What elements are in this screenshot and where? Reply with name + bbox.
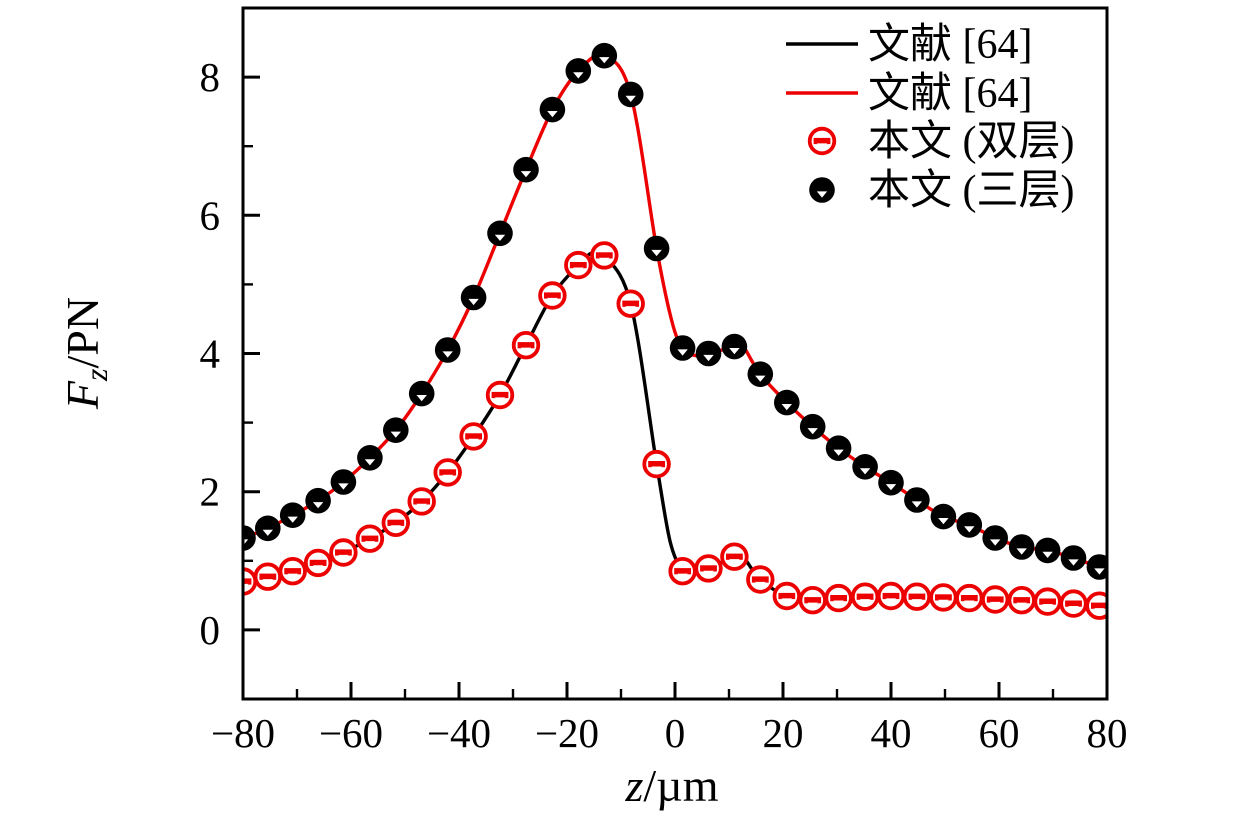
data-point-marker-series-1: [747, 361, 774, 387]
x-axis-label: z/µm: [625, 760, 719, 811]
legend-item-double-layer-label: 本文 (双层): [868, 118, 1074, 165]
x-tick-label: −20: [535, 710, 599, 756]
data-point-marker-series-0: [746, 565, 775, 594]
x-tick-label: 0: [665, 710, 686, 756]
x-tick-label: 20: [763, 710, 804, 756]
data-point-marker-series-0: [564, 250, 593, 280]
data-point-marker-series-1: [279, 502, 306, 528]
tick-group: −80 −60 −40 −20 0 20 40 60 80 0 2 4 6 8: [200, 54, 1128, 756]
data-point-marker-series-1: [825, 435, 852, 461]
legend-swatch-marker-red: [807, 126, 837, 156]
data-point-marker-series-1: [591, 42, 618, 69]
data-point-marker-series-0: [1059, 589, 1088, 618]
data-point-marker-series-0: [720, 542, 749, 571]
x-tick-label: 40: [871, 710, 912, 756]
data-point-marker-series-0: [329, 538, 358, 567]
y-tick-label: 0: [200, 607, 221, 653]
data-point-marker-series-0: [1007, 586, 1036, 615]
data-point-marker-series-1: [305, 487, 331, 514]
legend: 文献 [64] 文献 [64] 本文 (双层) 本文 (三层): [786, 21, 1074, 214]
y-axis-label-sub: z: [78, 368, 114, 382]
data-point-marker-series-1: [904, 487, 930, 513]
data-point-marker-series-1: [643, 235, 670, 262]
x-tick-label: −80: [211, 710, 275, 756]
series-group: [243, 42, 1107, 620]
data-point-marker-series-1: [408, 380, 435, 407]
data-point-marker-series-1: [956, 512, 983, 538]
data-point-marker-series-0: [355, 524, 385, 553]
data-point-marker-series-0: [590, 241, 619, 270]
x-tick-label: −60: [319, 710, 383, 756]
data-point-marker-series-1: [487, 220, 513, 247]
data-point-marker-series-1: [565, 58, 592, 84]
legend-swatch-marker-black: [809, 177, 835, 203]
y-axis-label-rest: /PN: [57, 297, 108, 369]
data-point-marker-series-0: [253, 562, 282, 591]
data-point-marker-series-0: [902, 582, 932, 611]
data-point-marker-series-1: [513, 156, 539, 183]
data-point-marker-series-1: [434, 337, 461, 363]
data-point-marker-series-1: [930, 503, 957, 530]
x-axis-label-rest: /µm: [643, 760, 718, 811]
data-point-marker-series-0: [511, 331, 541, 360]
data-point-marker-series-1: [617, 81, 644, 108]
data-point-marker-series-1: [254, 515, 281, 542]
plot-frame: [241, 6, 1109, 701]
data-point-marker-series-0: [824, 583, 853, 613]
data-point-marker-series-1: [878, 469, 904, 496]
curve-line-series-0: [243, 248, 1107, 609]
data-point-marker-series-1: [774, 389, 800, 416]
data-point-marker-series-0: [381, 508, 410, 537]
data-point-marker-series-0: [407, 487, 436, 516]
y-tick-label: 6: [200, 192, 221, 238]
legend-item-triple-layer-label: 本文 (三层): [868, 167, 1074, 214]
data-point-marker-series-1: [1060, 545, 1087, 571]
data-point-marker-series-0: [433, 458, 462, 487]
data-point-marker-series-0: [850, 582, 880, 611]
y-tick-label: 2: [200, 469, 221, 515]
data-point-marker-series-1: [460, 284, 487, 311]
y-axis-label: Fz/PN: [57, 297, 114, 410]
data-point-marker-series-1: [982, 525, 1008, 551]
data-point-marker-series-1: [1034, 537, 1061, 564]
data-point-marker-series-0: [798, 586, 827, 615]
data-point-marker-series-0: [694, 554, 723, 583]
legend-item-ref-red-label: 文献 [64]: [868, 70, 1032, 117]
data-point-marker-series-1: [721, 333, 748, 360]
x-tick-label: 60: [979, 710, 1020, 756]
data-point-marker-series-1: [383, 417, 409, 443]
legend-item-ref-black-label: 文献 [64]: [868, 21, 1032, 68]
data-point-marker-series-0: [876, 581, 906, 611]
data-point-marker-series-0: [278, 557, 307, 586]
data-point-marker-series-1: [799, 413, 826, 440]
legend-swatches: [786, 42, 858, 203]
data-point-marker-series-0: [955, 583, 984, 613]
x-tick-label: −40: [427, 710, 491, 756]
y-tick-label: 4: [200, 331, 221, 377]
data-point-marker-series-1: [330, 469, 357, 495]
data-point-marker-series-1: [1008, 534, 1035, 560]
data-point-marker-series-1: [669, 335, 696, 361]
data-point-marker-series-0: [616, 289, 645, 318]
data-point-marker-series-1: [695, 340, 722, 367]
data-point-marker-series-0: [981, 585, 1010, 614]
data-point-marker-series-1: [539, 96, 566, 123]
data-point-marker-series-0: [538, 281, 567, 310]
y-tick-label: 8: [200, 54, 221, 100]
data-point-marker-series-1: [357, 445, 383, 471]
x-axis-label-main: z: [625, 760, 644, 811]
data-point-marker-series-0: [303, 548, 333, 578]
data-point-marker-series-0: [485, 380, 515, 410]
y-axis-label-main: F: [57, 380, 108, 410]
data-point-marker-series-0: [929, 583, 958, 612]
x-tick-label: 80: [1087, 710, 1128, 756]
data-point-marker-series-1: [852, 454, 878, 480]
data-point-marker-series-0: [668, 557, 697, 586]
data-point-marker-series-0: [772, 581, 801, 611]
data-point-marker-series-0: [459, 422, 488, 451]
data-point-marker-series-0: [642, 449, 671, 479]
data-point-marker-series-0: [1033, 587, 1062, 616]
